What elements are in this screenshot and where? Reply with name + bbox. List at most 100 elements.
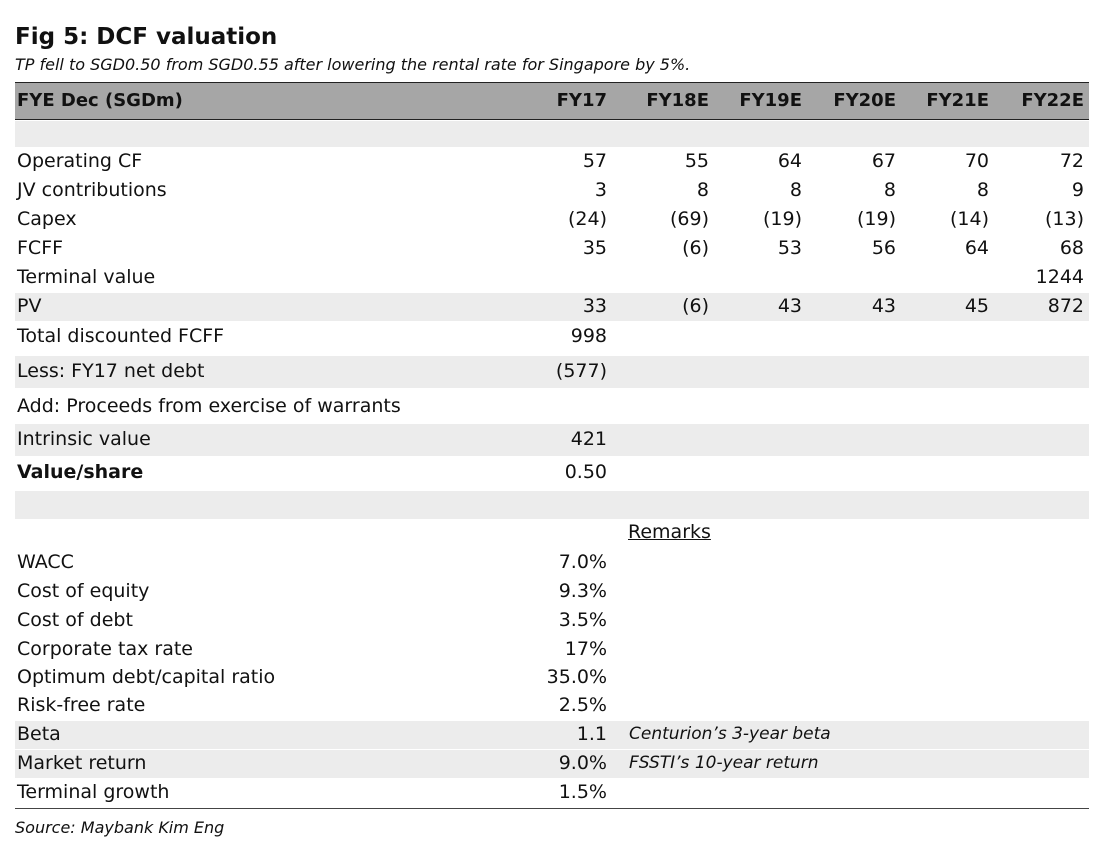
summary-row: Intrinsic value 421 (15, 424, 1089, 456)
assumption-value: 1.5% (558, 781, 607, 803)
assumption-label: Optimum debt/capital ratio (17, 666, 276, 688)
row-value: (14) (949, 208, 989, 230)
header-year: FY17 (556, 90, 607, 111)
table-bottom-border (15, 808, 1089, 809)
row-value: 43 (777, 295, 802, 317)
assumption-value: 3.5% (558, 609, 607, 631)
row-value: (24) (567, 208, 607, 230)
summary-row: Total discounted FCFF 998 (15, 323, 1089, 353)
assumption-value: 7.0% (558, 551, 607, 573)
assumption-row: Corporate tax rate 17% (15, 636, 1089, 664)
summary-label: Intrinsic value (17, 428, 151, 450)
row-value: 8 (883, 179, 896, 201)
row-value: (69) (669, 208, 709, 230)
row-value: 33 (582, 295, 607, 317)
row-label: Capex (17, 208, 77, 230)
summary-value: (577) (555, 360, 607, 382)
assumption-label: Beta (17, 723, 61, 745)
summary-label: Add: Proceeds from exercise of warrants (17, 395, 401, 417)
summary-label: Value/share (17, 461, 144, 483)
header-year: FY21E (926, 90, 989, 111)
cashflow-row: Operating CF 57 55 64 67 70 72 (15, 148, 1089, 176)
header-label: FYE Dec (SGDm) (17, 90, 183, 111)
assumption-value: 17% (564, 638, 607, 660)
remarks-header: Remarks (628, 521, 711, 543)
row-value: 72 (1059, 150, 1084, 172)
assumption-label: Terminal growth (17, 781, 170, 803)
assumption-value: 1.1 (576, 723, 607, 745)
assumption-row: Cost of debt 3.5% (15, 607, 1089, 635)
header-year: FY22E (1021, 90, 1084, 111)
assumption-value: 9.3% (558, 580, 607, 602)
row-value: 68 (1059, 237, 1084, 259)
row-label: PV (17, 295, 42, 317)
summary-label: Less: FY17 net debt (17, 360, 205, 382)
row-value: 45 (964, 295, 989, 317)
row-value: 67 (871, 150, 896, 172)
figure-title: Fig 5: DCF valuation (15, 24, 278, 50)
row-value: 1244 (1035, 266, 1084, 288)
header-year: FY19E (739, 90, 802, 111)
figure-subtitle: TP fell to SGD0.50 from SGD0.55 after lo… (15, 55, 691, 74)
assumption-label: Cost of debt (17, 609, 133, 631)
row-label: Terminal value (17, 266, 156, 288)
summary-row: Less: FY17 net debt (577) (15, 356, 1089, 388)
summary-value: 998 (570, 325, 607, 347)
assumption-row: Terminal growth 1.5% (15, 779, 1089, 807)
assumption-value: 2.5% (558, 694, 607, 716)
row-value: 70 (964, 150, 989, 172)
header-year: FY18E (646, 90, 709, 111)
spacer-row (15, 491, 1089, 519)
row-value: (13) (1044, 208, 1084, 230)
cashflow-row: Terminal value 1244 (15, 264, 1089, 292)
row-value: (19) (856, 208, 896, 230)
summary-value: 421 (570, 428, 607, 450)
source-note: Source: Maybank Kim Eng (15, 818, 225, 837)
row-value: 9 (1071, 179, 1084, 201)
summary-label: Total discounted FCFF (17, 325, 225, 347)
assumption-row: Cost of equity 9.3% (15, 578, 1089, 606)
assumption-label: Corporate tax rate (17, 638, 193, 660)
header-year: FY20E (833, 90, 896, 111)
assumption-row: Optimum debt/capital ratio 35.0% (15, 664, 1089, 692)
summary-value: 0.50 (564, 461, 607, 483)
spacer-row (15, 121, 1089, 147)
assumption-label: Market return (17, 752, 147, 774)
row-value: 872 (1047, 295, 1084, 317)
row-label: Operating CF (17, 150, 143, 172)
row-value: (6) (682, 237, 709, 259)
cashflow-row: FCFF 35 (6) 53 56 64 68 (15, 235, 1089, 263)
row-value: 3 (594, 179, 607, 201)
assumption-label: WACC (17, 551, 74, 573)
summary-row: Add: Proceeds from exercise of warrants (15, 391, 1089, 423)
row-value: 64 (964, 237, 989, 259)
row-value: 8 (696, 179, 709, 201)
assumption-value: 9.0% (558, 752, 607, 774)
row-value: 8 (789, 179, 802, 201)
table-header: FYE Dec (SGDm) FY17 FY18E FY19E FY20E FY… (15, 82, 1089, 120)
assumption-row: Beta 1.1 Centurion’s 3-year beta (15, 721, 1089, 749)
row-value: 8 (976, 179, 989, 201)
assumption-remark: Centurion’s 3-year beta (629, 724, 831, 744)
row-label: FCFF (17, 237, 64, 259)
assumption-label: Risk-free rate (17, 694, 146, 716)
row-value: 57 (582, 150, 607, 172)
assumption-remark: FSSTI’s 10-year return (629, 753, 819, 773)
row-value: 53 (777, 237, 802, 259)
row-value: (19) (762, 208, 802, 230)
assumption-value: 35.0% (546, 666, 607, 688)
row-value: 55 (684, 150, 709, 172)
value-per-share-row: Value/share 0.50 (15, 457, 1089, 489)
assumption-row: Market return 9.0% FSSTI’s 10-year return (15, 750, 1089, 778)
cashflow-row: JV contributions 3 8 8 8 8 9 (15, 177, 1089, 205)
row-label: JV contributions (17, 179, 167, 201)
row-value: 43 (871, 295, 896, 317)
assumption-label: Cost of equity (17, 580, 150, 602)
row-value: (6) (682, 295, 709, 317)
row-value: 64 (777, 150, 802, 172)
assumption-row: Risk-free rate 2.5% (15, 692, 1089, 720)
assumption-row: WACC 7.0% (15, 549, 1089, 577)
row-value: 56 (871, 237, 896, 259)
cashflow-row: PV 33 (6) 43 43 45 872 (15, 293, 1089, 321)
row-value: 35 (582, 237, 607, 259)
